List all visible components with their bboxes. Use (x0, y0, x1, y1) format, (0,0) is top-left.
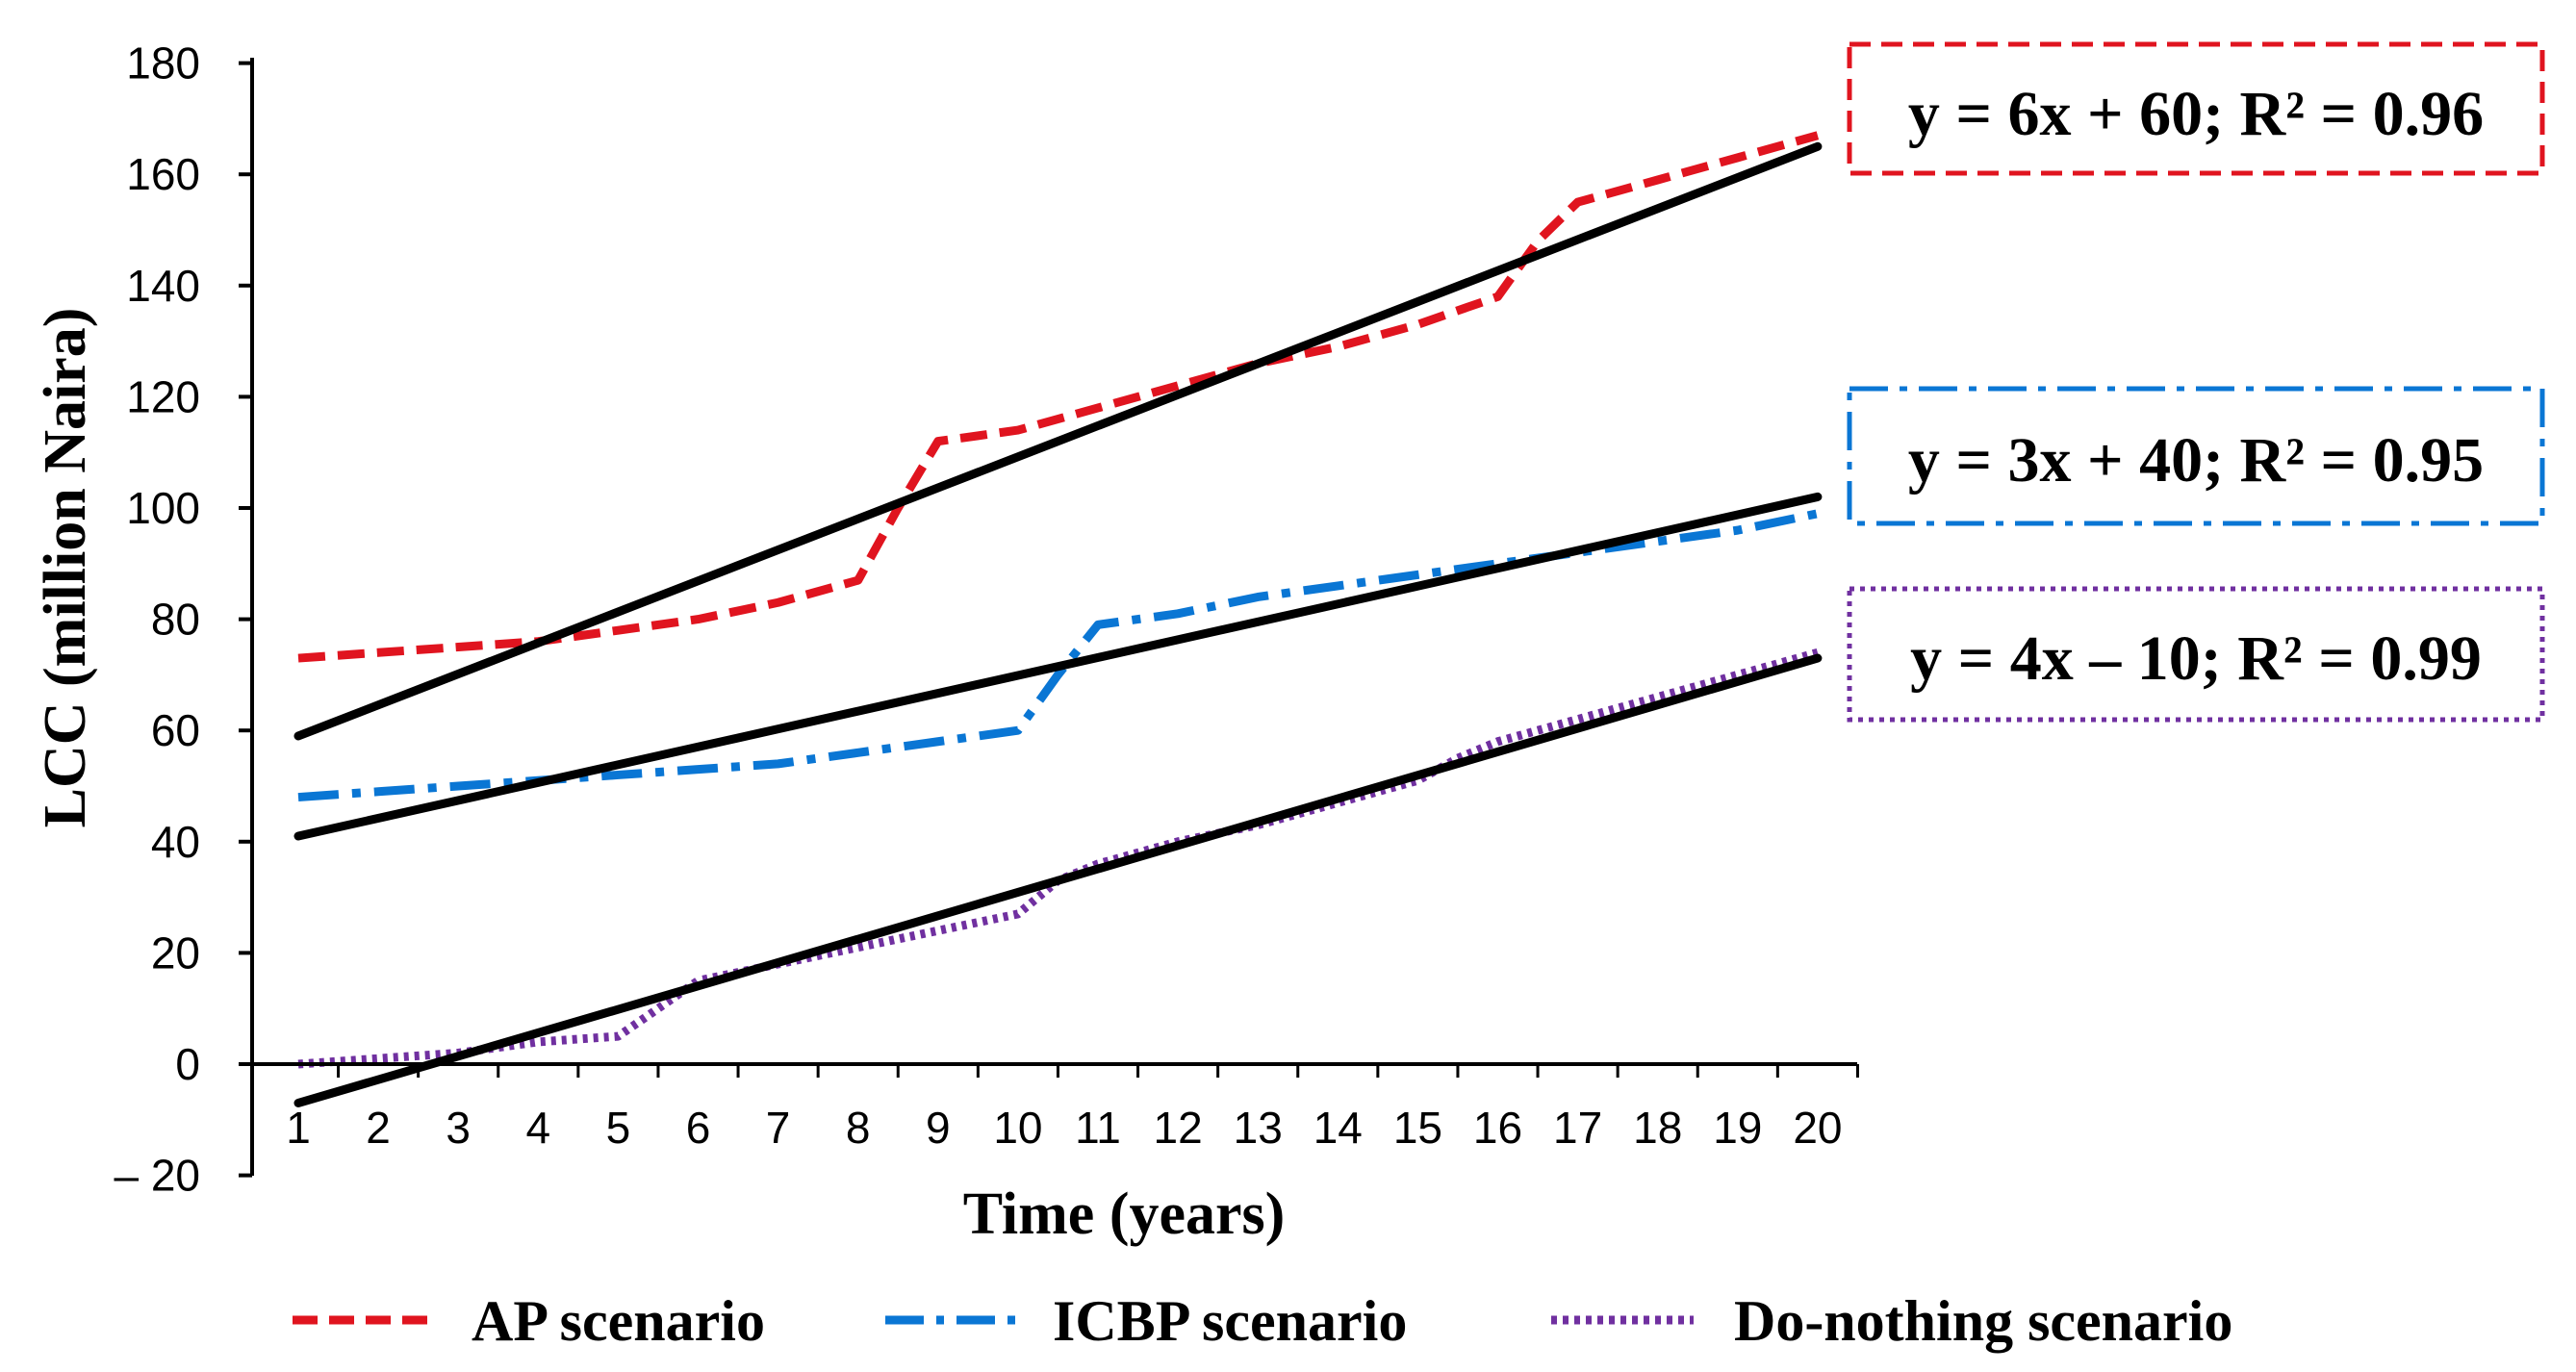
x-tick-label: 16 (1473, 1103, 1522, 1153)
x-tick-label: 5 (606, 1103, 631, 1153)
series-line-1 (297, 509, 1819, 802)
y-tick-label: 160 (126, 149, 200, 199)
x-axis-title: Time (years) (963, 1181, 1286, 1247)
equation-do-nothing: y = 4x – 10; R² = 0.99 (1910, 623, 2482, 694)
x-tick-label: 19 (1713, 1103, 1762, 1153)
y-tick-label: 100 (126, 483, 200, 533)
x-tick-label: 4 (526, 1103, 551, 1153)
equation-ap: y = 6x + 60; R² = 0.96 (1908, 79, 2484, 149)
legend-label-ap: AP scenario (472, 1289, 765, 1353)
y-tick-label: 40 (151, 817, 200, 867)
y-tick-label: 80 (151, 595, 200, 645)
y-tick-label: – 20 (114, 1151, 200, 1201)
x-tick-label: 9 (926, 1103, 951, 1153)
legend-item-ap: AP scenario (293, 1289, 765, 1353)
y-tick-label: 20 (151, 927, 200, 978)
x-ticks: 1 2 3 4 5 6 7 8 9 10 11 12 13 14 15 16 17 18 19 20 (286, 1064, 1859, 1153)
x-tick-label: 13 (1234, 1103, 1283, 1153)
x-tick-label: 6 (686, 1103, 711, 1153)
x-tick-label: 18 (1633, 1103, 1682, 1153)
y-tick-label: 60 (151, 705, 200, 755)
trend-line-2 (293, 653, 1823, 1107)
x-tick-label: 10 (993, 1103, 1042, 1153)
equation-icbp: y = 3x + 40; R² = 0.95 (1908, 425, 2484, 495)
legend-label-do-nothing: Do-nothing scenario (1734, 1289, 2232, 1353)
x-tick-label: 14 (1314, 1103, 1363, 1153)
x-tick-label: 12 (1154, 1103, 1203, 1153)
legend-item-icbp: ICBP scenario (885, 1289, 1407, 1353)
y-ticks: 180 160 140 120 100 80 60 40 20 0 – 20 (114, 38, 252, 1201)
y-tick-label: 180 (126, 38, 200, 89)
series-line-2 (297, 648, 1820, 1069)
equation-box-ap: y = 6x + 60; R² = 0.96 (1847, 41, 2545, 176)
equation-box-do-nothing-border (1847, 586, 2545, 723)
equation-box-ap-border (1847, 41, 2545, 176)
x-tick-label: 1 (286, 1103, 311, 1153)
legend: AP scenario ICBP scenario Do-nothing sce… (293, 1289, 2232, 1353)
y-tick-label: 140 (126, 261, 200, 311)
x-tick-label: 3 (446, 1103, 471, 1153)
trend-line-1 (293, 492, 1823, 841)
x-tick-label: 11 (1075, 1103, 1121, 1153)
x-tick-label: 2 (366, 1103, 391, 1153)
equation-box-icbp-border (1847, 386, 2545, 526)
x-tick-label: 7 (766, 1103, 791, 1153)
y-axis-title: LCC (million Naira) (33, 308, 98, 828)
plot-area (293, 131, 1823, 1107)
y-tick-label: 0 (175, 1039, 200, 1089)
x-tick-label: 17 (1553, 1103, 1602, 1153)
equation-box-icbp: y = 3x + 40; R² = 0.95 (1847, 386, 2545, 526)
equation-box-do-nothing: y = 4x – 10; R² = 0.99 (1847, 586, 2545, 723)
legend-label-icbp: ICBP scenario (1053, 1289, 1407, 1353)
x-tick-label: 15 (1393, 1103, 1442, 1153)
trend-line-0 (293, 141, 1823, 741)
x-tick-label: 8 (846, 1103, 871, 1153)
series-line-0 (297, 131, 1820, 663)
legend-item-do-nothing: Do-nothing scenario (1551, 1289, 2232, 1353)
y-tick-label: 120 (126, 371, 200, 421)
x-tick-label: 20 (1793, 1103, 1842, 1153)
